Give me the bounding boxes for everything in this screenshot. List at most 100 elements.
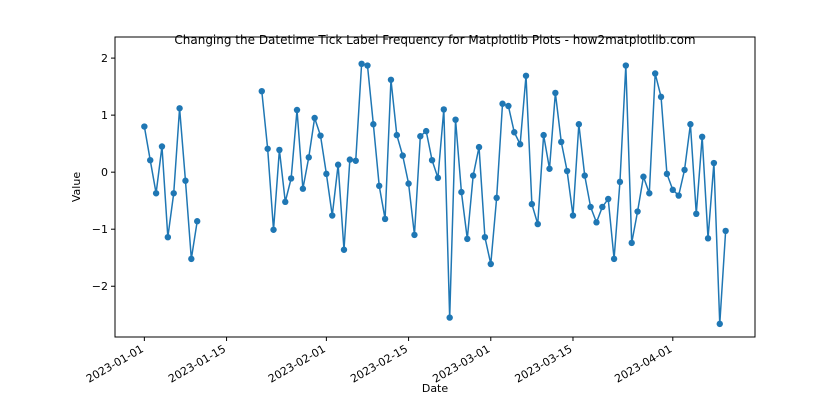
marker — [546, 165, 553, 172]
x-tick-label: 2023-01-01 — [84, 342, 146, 385]
marker — [176, 105, 183, 112]
marker — [575, 121, 583, 128]
marker — [628, 239, 635, 247]
y-tick-label: −2 — [92, 280, 108, 293]
marker — [282, 198, 289, 206]
marker — [651, 70, 659, 77]
marker — [329, 212, 336, 219]
marker — [182, 177, 189, 184]
marker — [311, 114, 318, 122]
marker — [399, 152, 406, 159]
marker — [710, 159, 718, 167]
marker — [376, 182, 383, 190]
marker — [704, 235, 712, 242]
x-tick-label: 2023-01-15 — [166, 342, 228, 385]
y-tick-label: −1 — [92, 223, 108, 236]
marker — [622, 62, 630, 69]
marker — [434, 174, 442, 182]
marker — [334, 161, 342, 168]
marker — [581, 172, 588, 179]
marker — [293, 106, 301, 114]
marker — [258, 87, 265, 95]
marker — [417, 133, 424, 140]
marker — [669, 186, 676, 194]
marker — [563, 167, 571, 175]
marker — [663, 170, 671, 178]
marker — [616, 178, 624, 186]
marker — [481, 233, 489, 241]
marker — [634, 208, 641, 215]
marker — [511, 129, 518, 136]
marker — [170, 190, 177, 197]
marker — [446, 314, 453, 321]
line — [143, 62, 727, 324]
marker — [158, 143, 166, 150]
marker — [188, 255, 195, 263]
marker — [352, 157, 359, 164]
marker — [681, 166, 688, 174]
marker — [411, 231, 418, 239]
marker — [505, 102, 512, 110]
y-axis-label: Value — [70, 172, 83, 202]
marker — [493, 194, 500, 202]
marker — [640, 173, 647, 180]
x-tick-label: 2023-04-01 — [612, 342, 674, 385]
marker — [593, 219, 600, 226]
marker — [657, 93, 665, 101]
marker — [340, 246, 348, 253]
marker — [522, 72, 530, 79]
marker — [346, 156, 354, 163]
marker — [317, 132, 324, 139]
marker — [475, 143, 483, 151]
marker — [464, 235, 471, 243]
marker — [587, 203, 594, 211]
marker — [687, 121, 694, 128]
x-tick-label: 2023-02-01 — [266, 342, 328, 385]
marker — [387, 76, 395, 83]
y-tick-label: 2 — [101, 52, 108, 65]
marker — [440, 106, 448, 113]
marker — [393, 131, 401, 139]
y-tick-label: 0 — [101, 166, 108, 179]
marker — [610, 255, 618, 263]
marker — [693, 210, 700, 218]
marker — [305, 154, 312, 161]
marker — [698, 133, 706, 141]
marker — [452, 116, 459, 123]
marker — [147, 156, 154, 164]
marker — [270, 226, 277, 233]
marker — [646, 190, 653, 197]
marker — [287, 175, 295, 182]
x-tick-label: 2023-03-15 — [513, 342, 575, 385]
marker — [264, 145, 271, 152]
x-axis-label: Date — [422, 382, 449, 395]
marker — [276, 146, 283, 154]
marker — [141, 123, 148, 130]
marker — [516, 141, 524, 148]
marker — [605, 195, 612, 203]
marker — [194, 218, 201, 225]
x-tick-label: 2023-02-15 — [348, 342, 410, 385]
marker — [487, 260, 494, 268]
plot-frame — [114, 36, 756, 338]
marker — [422, 127, 430, 135]
marker — [428, 156, 436, 164]
marker — [528, 200, 536, 208]
chart-title: Changing the Datetime Tick Label Frequen… — [174, 33, 695, 47]
marker — [164, 233, 172, 241]
marker — [299, 185, 307, 192]
marker — [599, 203, 606, 211]
marker — [540, 131, 547, 139]
marker — [534, 220, 541, 228]
marker — [552, 89, 559, 97]
marker — [370, 121, 377, 128]
marker — [458, 188, 465, 196]
marker — [405, 180, 412, 187]
marker — [558, 138, 565, 146]
x-tick-label: 2023-03-01 — [430, 342, 492, 385]
marker — [358, 60, 365, 68]
marker — [499, 100, 506, 107]
marker — [152, 190, 160, 197]
